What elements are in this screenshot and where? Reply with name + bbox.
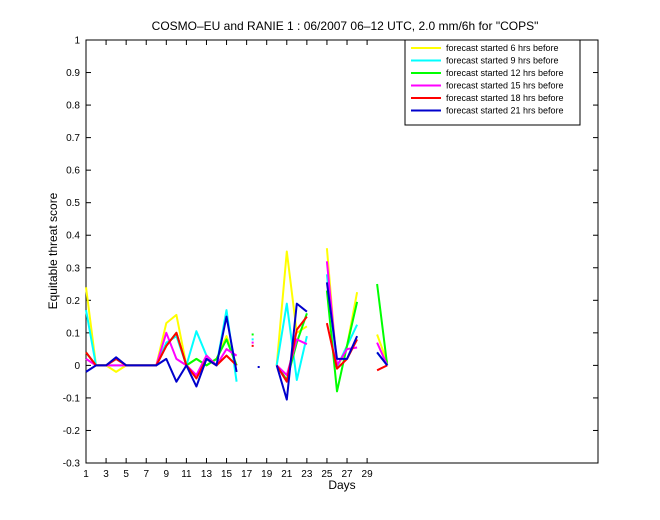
y-axis: -0.3 -0.2 -0.1 0 0.1 0.2 0.3 0.4 0.5 0.6 0.7 0.8 0.9… — [63, 36, 598, 470]
y-tick-label-11: 0.8 — [66, 101, 80, 112]
x-tick-label-10: 21 — [281, 469, 293, 480]
y-tick-label-2: -0.1 — [63, 393, 81, 404]
legend-label-1: forecast started 9 hrs before — [446, 56, 559, 66]
series-lines — [85, 248, 389, 401]
y-tick-label-7: 0.4 — [66, 231, 80, 242]
y-tick-label-6: 0.3 — [66, 263, 80, 274]
x-tick-label-6: 13 — [201, 469, 213, 480]
y-tick-label-4: 0.1 — [66, 328, 80, 339]
y-tick-label-0: -0.3 — [63, 459, 81, 470]
point-marker-2 — [251, 341, 254, 344]
x-tick-label-14: 29 — [362, 469, 374, 480]
legend-label-5: forecast started 21 hrs before — [446, 106, 564, 116]
legend-label-2: forecast started 12 hrs before — [446, 68, 564, 78]
y-tick-label-5: 0.2 — [66, 296, 80, 307]
y-tick-label-1: -0.2 — [63, 426, 81, 437]
y-tick-label-9: 0.6 — [66, 166, 80, 177]
y-tick-label-12: 0.9 — [66, 68, 80, 79]
x-tick-label-1: 3 — [103, 469, 109, 480]
legend-label-4: forecast started 18 hrs before — [446, 93, 564, 103]
x-tick-label-11: 23 — [301, 469, 313, 480]
legend-label-3: forecast started 15 hrs before — [446, 81, 564, 91]
x-tick-label-12: 25 — [321, 469, 333, 480]
y-axis-label: Equitable threat score — [46, 192, 60, 309]
series-line-5 — [85, 282, 388, 401]
x-tick-label-3: 7 — [143, 469, 149, 480]
series-line-0 — [85, 248, 389, 373]
y-tick-label-10: 0.7 — [66, 133, 80, 144]
x-tick-label-5: 11 — [181, 469, 192, 480]
x-tick-label-7: 15 — [221, 469, 233, 480]
x-tick-label-13: 27 — [341, 469, 353, 480]
point-marker-0 — [251, 333, 254, 336]
x-tick-label-2: 5 — [123, 469, 129, 480]
point-marker-4 — [257, 366, 260, 369]
x-tick-label-8: 17 — [241, 469, 253, 480]
legend-label-0: forecast started 6 hrs before — [446, 43, 559, 53]
y-tick-label-13: 1 — [74, 36, 80, 47]
chart-title: COSMO–EU and RANIE 1 : 06/2007 06–12 UTC… — [152, 19, 539, 33]
x-tick-label-0: 1 — [83, 469, 89, 480]
x-axis-label: Days — [328, 478, 355, 492]
point-marker-3 — [251, 344, 254, 347]
y-tick-label-8: 0.5 — [66, 198, 80, 209]
point-marker-1 — [251, 338, 254, 341]
y-tick-label-3: 0 — [74, 361, 80, 372]
legend: forecast started 6 hrs before forecast st… — [404, 39, 581, 126]
x-tick-label-9: 19 — [261, 469, 273, 480]
x-axis: 1 3 5 7 9 11 13 15 17 19 21 23 25 27 29 — [83, 40, 373, 480]
x-tick-label-4: 9 — [164, 469, 170, 480]
